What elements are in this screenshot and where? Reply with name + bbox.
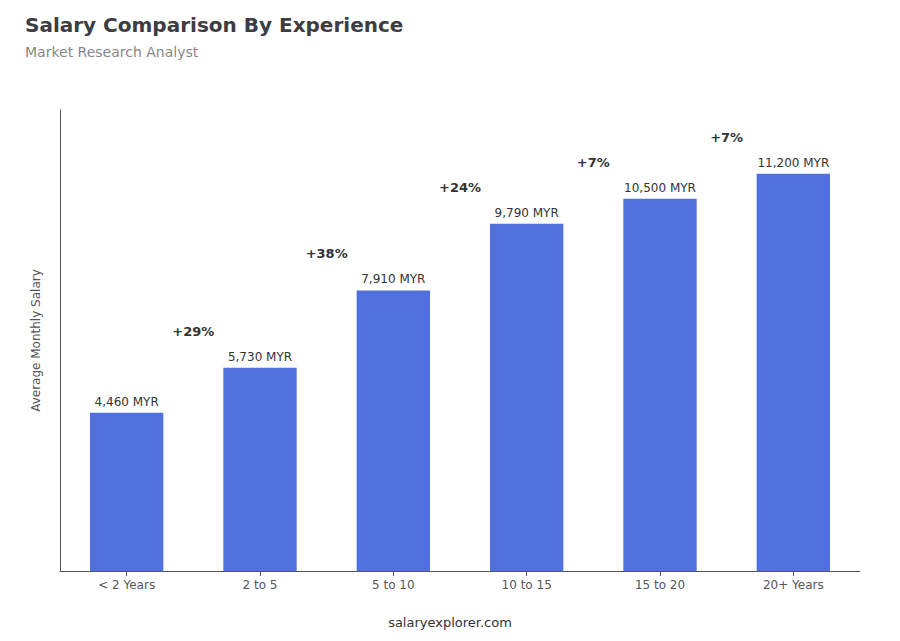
svg-text:5 to 10: 5 to 10: [372, 578, 415, 592]
svg-text:+29%: +29%: [172, 324, 214, 339]
svg-text:20+ Years: 20+ Years: [763, 578, 824, 592]
svg-text:Average Monthly Salary: Average Monthly Salary: [29, 269, 43, 412]
svg-text:9,790 MYR: 9,790 MYR: [495, 206, 559, 220]
svg-text:+7%: +7%: [577, 155, 610, 170]
svg-text:Market Research Analyst: Market Research Analyst: [25, 44, 199, 60]
svg-text:7,910 MYR: 7,910 MYR: [361, 272, 425, 286]
svg-text:15 to 20: 15 to 20: [635, 578, 685, 592]
svg-text:+24%: +24%: [439, 180, 481, 195]
svg-text:10,500 MYR: 10,500 MYR: [624, 181, 696, 195]
svg-text:+7%: +7%: [710, 130, 743, 145]
svg-text:11,200 MYR: 11,200 MYR: [757, 156, 829, 170]
svg-text:5,730 MYR: 5,730 MYR: [228, 350, 292, 364]
svg-text:10 to 15: 10 to 15: [502, 578, 552, 592]
svg-text:salaryexplorer.com: salaryexplorer.com: [388, 615, 512, 630]
svg-text:+38%: +38%: [306, 246, 348, 261]
svg-text:Salary Comparison By Experienc: Salary Comparison By Experience: [25, 13, 403, 37]
svg-text:4,460 MYR: 4,460 MYR: [95, 395, 159, 409]
svg-text:2 to 5: 2 to 5: [243, 578, 278, 592]
svg-text:< 2 Years: < 2 Years: [98, 578, 155, 592]
